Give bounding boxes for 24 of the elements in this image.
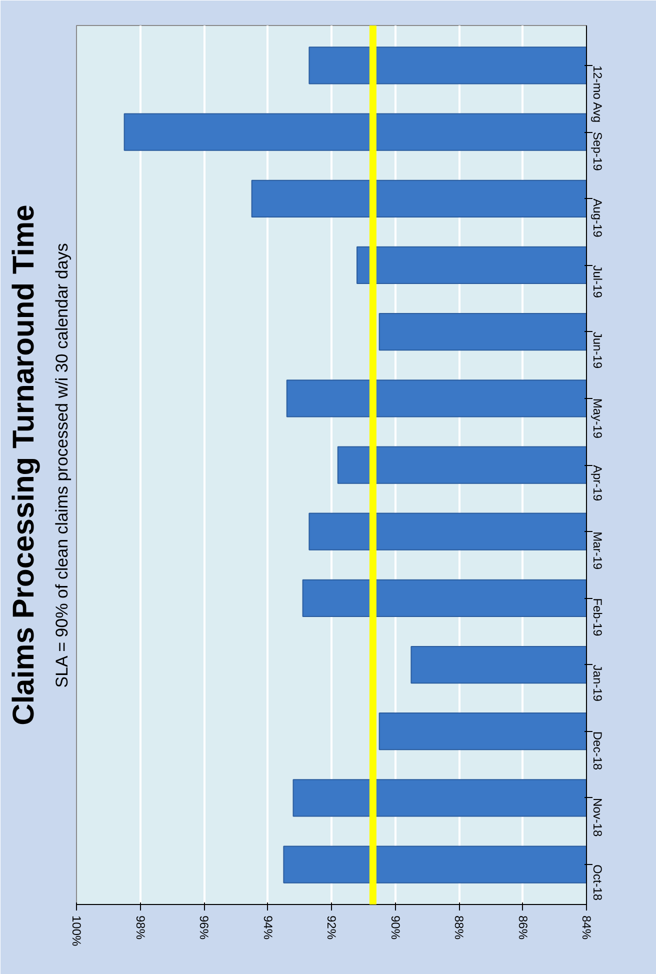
x-tick-label: 84% [580,916,594,940]
y-tick-label: Dec-18 [590,731,604,770]
y-tick-label: Jun-19 [590,332,604,369]
text: SLA = 90% of clean claims processed w/i 30 calendar days [52,243,72,688]
x-tick-label: 86% [516,916,530,940]
y-tick-label: May-19 [590,398,604,439]
y-tick-label: Oct-18 [590,864,604,901]
y-tick-label: 12-mo Avg [590,65,604,123]
y-tick-label: Mar-19 [590,532,604,570]
x-tick-label: 90% [388,916,402,940]
text: Claims Processing Turnaround Time [8,204,40,726]
y-tick-label: Sep-19 [590,132,604,172]
x-tick-label: 96% [197,916,211,940]
y-tick-label: Aug-19 [590,198,604,238]
x-tick-label: 92% [324,916,338,940]
y-tick-label: Jul-19 [590,265,604,298]
y-tick-label: Jan-19 [590,664,604,702]
x-tick-label: 98% [133,916,148,940]
x-tick-label: 88% [452,916,466,940]
y-tick-label: Apr-19 [590,465,604,502]
y-tick-label: Nov-18 [590,798,604,837]
x-tick-label: 94% [260,916,275,940]
y-tick-label: Feb-19 [590,598,604,637]
x-tick-label: 100% [70,916,84,947]
